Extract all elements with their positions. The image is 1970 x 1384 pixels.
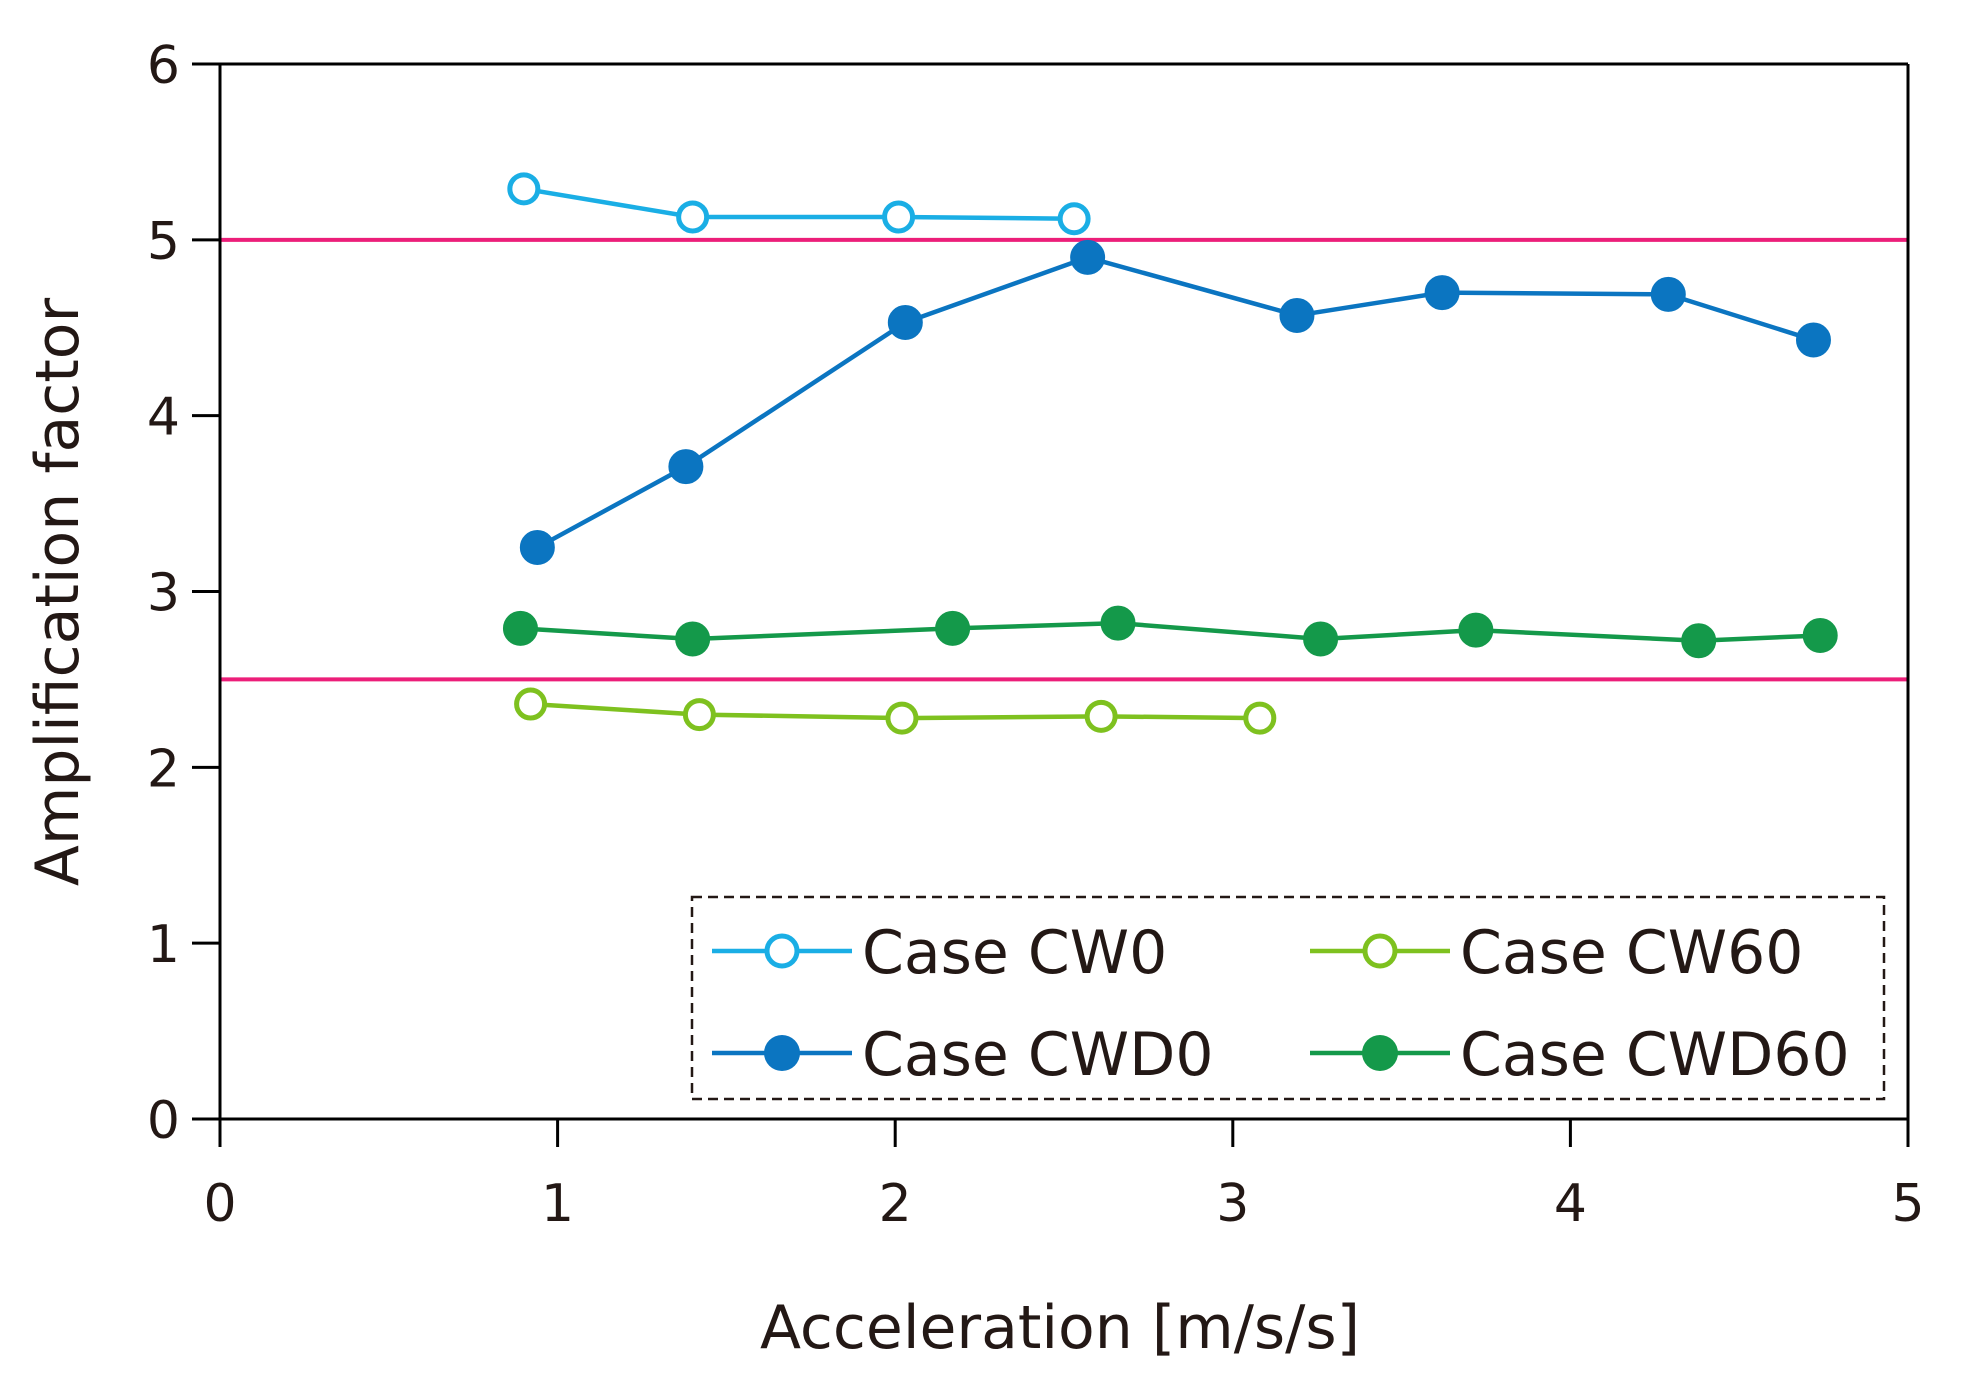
legend-label: Case CW60 xyxy=(1460,918,1803,988)
data-point xyxy=(1070,239,1106,275)
legend-marker xyxy=(764,1035,800,1071)
y-tick-label: 2 xyxy=(147,739,180,799)
x-tick-label: 4 xyxy=(1554,1174,1587,1234)
legend-box xyxy=(690,895,1886,1101)
y-tick-label: 6 xyxy=(147,36,180,96)
data-point xyxy=(1084,699,1118,733)
legend-label: Case CW0 xyxy=(862,918,1167,988)
data-point xyxy=(885,701,919,735)
data-point xyxy=(1243,701,1277,735)
data-point xyxy=(1057,202,1091,236)
y-tick-label: 5 xyxy=(147,212,180,272)
series-case-cw60 xyxy=(514,687,1277,735)
data-point xyxy=(882,200,916,234)
data-point xyxy=(1458,612,1494,648)
data-point xyxy=(519,530,555,566)
y-tick-label: 1 xyxy=(147,915,180,975)
data-point xyxy=(682,698,716,732)
data-point xyxy=(1802,617,1838,653)
x-tick-label: 1 xyxy=(541,1174,574,1234)
legend-item: Case CW60 xyxy=(1310,918,1803,988)
data-point xyxy=(1795,322,1831,358)
data-point xyxy=(676,200,710,234)
x-tick-label: 2 xyxy=(879,1174,912,1234)
series-line xyxy=(523,186,1075,221)
y-axis-title: Amplification factor xyxy=(23,298,93,887)
data-point xyxy=(675,621,711,657)
x-tick-label: 0 xyxy=(203,1174,236,1234)
x-axis-title: Acceleration [m/s/s] xyxy=(760,1293,1360,1363)
data-point xyxy=(668,449,704,485)
data-point xyxy=(1303,621,1339,657)
legend-marker xyxy=(1362,933,1398,969)
legend-label: Case CWD60 xyxy=(1460,1020,1850,1090)
data-point xyxy=(502,610,538,646)
legend-item: Case CWD60 xyxy=(1310,1020,1850,1090)
legend-marker xyxy=(1362,1035,1398,1071)
x-tick-label: 3 xyxy=(1216,1174,1249,1234)
data-point xyxy=(1100,605,1136,641)
legend-item: Case CWD0 xyxy=(712,1020,1214,1090)
data-point xyxy=(1650,276,1686,312)
legend: Case CW0 Case CW60 Case CWD0 Case CWD60 xyxy=(690,895,1886,1101)
series-case-cw0 xyxy=(507,172,1091,236)
series-case-cwd0 xyxy=(519,239,1831,566)
data-point xyxy=(1279,297,1315,333)
legend-label: Case CWD0 xyxy=(862,1020,1214,1090)
series-case-cwd60 xyxy=(502,605,1838,659)
y-tick-label: 0 xyxy=(147,1091,180,1151)
x-tick-label: 5 xyxy=(1891,1174,1924,1234)
data-point xyxy=(507,172,541,206)
y-tick-label: 4 xyxy=(147,388,180,448)
legend-item: Case CW0 xyxy=(712,918,1167,988)
series-layer xyxy=(502,172,1838,735)
data-point xyxy=(1424,275,1460,311)
reference-lines xyxy=(220,237,1908,682)
ticks: 0 1 2 3 4 5 0 1 2 3 4 5 6 xyxy=(147,36,1925,1234)
y-tick-label: 3 xyxy=(147,564,180,624)
series-line xyxy=(520,620,1821,643)
data-point xyxy=(887,304,923,340)
series-line xyxy=(536,255,1815,550)
data-point xyxy=(935,610,971,646)
data-point xyxy=(514,687,548,721)
data-point xyxy=(1681,623,1717,659)
legend-marker xyxy=(764,933,800,969)
